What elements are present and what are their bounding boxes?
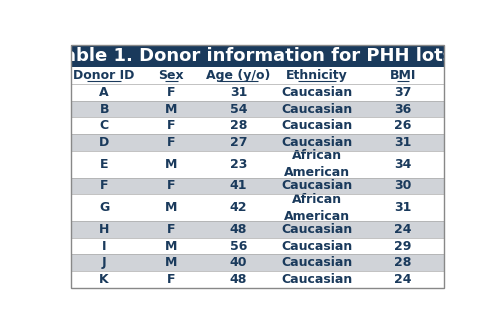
Text: F: F: [100, 179, 108, 192]
Text: F: F: [167, 223, 175, 236]
Text: 24: 24: [393, 273, 411, 286]
Text: H: H: [99, 223, 109, 236]
Text: Caucasian: Caucasian: [281, 256, 352, 269]
Bar: [70, 221, 443, 238]
Text: M: M: [165, 201, 177, 214]
Text: 31: 31: [393, 136, 411, 149]
Bar: [70, 194, 443, 221]
Text: 24: 24: [393, 223, 411, 236]
Bar: [70, 84, 443, 101]
Bar: [70, 271, 443, 288]
Text: Table 1. Donor information for PHH lots.: Table 1. Donor information for PHH lots.: [54, 47, 459, 64]
Text: 36: 36: [393, 103, 411, 115]
Text: Caucasian: Caucasian: [281, 103, 352, 115]
Text: 30: 30: [393, 179, 411, 192]
Text: A: A: [99, 86, 109, 99]
Text: African
American: African American: [284, 193, 349, 223]
Text: M: M: [165, 158, 177, 171]
Text: Caucasian: Caucasian: [281, 179, 352, 192]
Text: 26: 26: [393, 119, 411, 132]
Text: F: F: [167, 273, 175, 286]
Text: 48: 48: [229, 223, 247, 236]
Text: I: I: [102, 240, 106, 253]
Text: 37: 37: [393, 86, 411, 99]
Text: 56: 56: [229, 240, 247, 253]
Text: M: M: [165, 240, 177, 253]
Text: D: D: [99, 136, 109, 149]
Text: 42: 42: [229, 201, 247, 214]
Text: 54: 54: [229, 103, 247, 115]
Text: 28: 28: [393, 256, 411, 269]
Bar: [70, 66, 443, 84]
Text: K: K: [99, 273, 109, 286]
Text: F: F: [167, 136, 175, 149]
Text: 27: 27: [229, 136, 247, 149]
Text: Caucasian: Caucasian: [281, 273, 352, 286]
Bar: [70, 254, 443, 271]
Text: G: G: [99, 201, 109, 214]
Text: 34: 34: [393, 158, 411, 171]
Text: B: B: [99, 103, 109, 115]
Bar: [70, 151, 443, 178]
Text: Age (y/o): Age (y/o): [206, 69, 270, 82]
Bar: [70, 44, 443, 66]
Text: F: F: [167, 86, 175, 99]
Text: 29: 29: [393, 240, 411, 253]
Text: Ethnicity: Ethnicity: [286, 69, 347, 82]
Text: African
American: African American: [284, 149, 349, 179]
Text: Donor ID: Donor ID: [73, 69, 135, 82]
Text: Caucasian: Caucasian: [281, 136, 352, 149]
Bar: [70, 117, 443, 134]
Text: 31: 31: [393, 201, 411, 214]
Text: M: M: [165, 256, 177, 269]
Text: Caucasian: Caucasian: [281, 86, 352, 99]
Bar: [70, 238, 443, 254]
Text: C: C: [99, 119, 109, 132]
Text: BMI: BMI: [389, 69, 415, 82]
Text: 28: 28: [229, 119, 247, 132]
Text: F: F: [167, 179, 175, 192]
Text: Caucasian: Caucasian: [281, 223, 352, 236]
Text: 31: 31: [229, 86, 247, 99]
Text: 41: 41: [229, 179, 247, 192]
Text: 23: 23: [229, 158, 247, 171]
Text: 48: 48: [229, 273, 247, 286]
Text: 40: 40: [229, 256, 247, 269]
Text: Caucasian: Caucasian: [281, 240, 352, 253]
Bar: [70, 178, 443, 194]
Text: J: J: [102, 256, 106, 269]
Bar: [70, 134, 443, 151]
Bar: [70, 101, 443, 117]
Text: Caucasian: Caucasian: [281, 119, 352, 132]
Text: Sex: Sex: [158, 69, 184, 82]
Text: E: E: [100, 158, 108, 171]
Text: M: M: [165, 103, 177, 115]
Text: F: F: [167, 119, 175, 132]
